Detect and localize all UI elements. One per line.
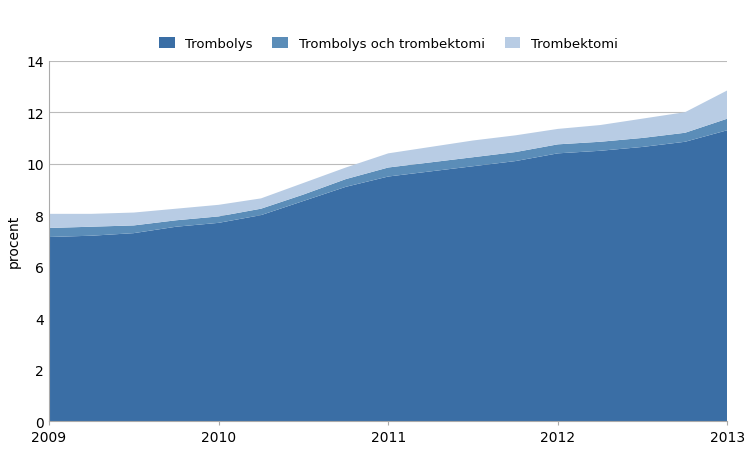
Legend: Trombolys, Trombolys och trombektomi, Trombektomi: Trombolys, Trombolys och trombektomi, Tr…: [159, 38, 618, 51]
Y-axis label: procent: procent: [7, 215, 21, 268]
